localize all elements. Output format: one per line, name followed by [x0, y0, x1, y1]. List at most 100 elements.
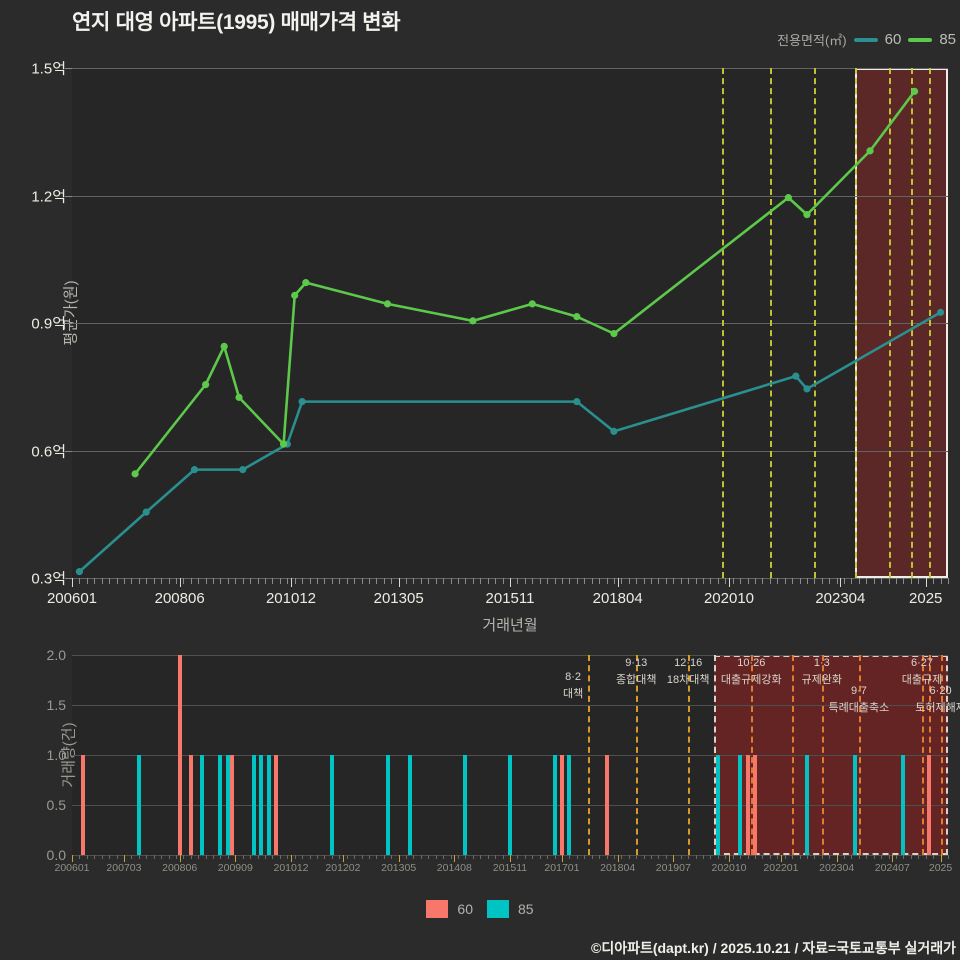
- volume-x-minortick: [331, 855, 333, 859]
- volume-x-tick-label: 202201: [763, 862, 799, 874]
- volume-event-vline: [821, 655, 824, 855]
- price-x-minortick: [903, 578, 905, 584]
- price-y-tick-label: 0.6억: [31, 443, 66, 460]
- price-x-minortick: [413, 578, 415, 584]
- volume-bar: [385, 755, 390, 855]
- price-x-minortick: [784, 578, 786, 584]
- volume-x-minortick: [190, 855, 192, 859]
- volume-x-minortick: [94, 855, 96, 859]
- volume-x-majortick: [454, 855, 456, 862]
- price-point-85: [383, 300, 392, 308]
- price-x-majortick: [925, 578, 927, 587]
- volume-x-minortick: [814, 855, 816, 859]
- volume-bar: [559, 755, 564, 855]
- volume-event-date: 6·20: [929, 685, 952, 697]
- volume-bar: [901, 755, 906, 855]
- price-x-minortick: [948, 578, 949, 584]
- volume-x-minortick: [806, 855, 808, 859]
- price-x-minortick: [383, 578, 385, 584]
- volume-legend-label-85: 85: [518, 901, 534, 917]
- price-x-minortick: [161, 578, 163, 584]
- volume-event-name: 대책: [562, 688, 584, 700]
- price-x-majortick: [179, 578, 181, 587]
- volume-bar: [274, 755, 279, 855]
- volume-x-tick-label: 200703: [106, 862, 142, 874]
- volume-x-minortick: [747, 855, 749, 859]
- volume-event-vline: [636, 655, 639, 855]
- price-x-minortick: [123, 578, 125, 584]
- price-x-minortick: [918, 578, 920, 584]
- volume-x-minortick: [873, 855, 875, 859]
- price-legend-caption: 전용면적(㎡): [777, 33, 847, 48]
- page-title: 연지 대영 아파트(1995) 매매가격 변화: [72, 11, 401, 34]
- price-chart: 평균가(원) 거래년월 0.3억 0.6억 0.9억 1.2억 1.5억 200601 20…: [31, 61, 949, 634]
- volume-x-minortick: [287, 855, 289, 859]
- volume-x-minortick: [502, 855, 504, 859]
- price-x-minortick: [294, 578, 296, 584]
- volume-x-minortick: [628, 855, 630, 859]
- price-x-minortick: [420, 578, 422, 584]
- price-x-minortick: [443, 578, 445, 584]
- price-y-tick-label: 1.5억: [31, 60, 66, 78]
- price-x-minortick: [324, 578, 326, 584]
- volume-x-minortick: [606, 855, 608, 859]
- price-x-minortick: [435, 578, 437, 584]
- price-x-minortick: [79, 578, 81, 584]
- volume-x-minortick: [539, 855, 541, 859]
- price-x-minortick: [302, 578, 304, 584]
- price-x-minortick: [472, 578, 474, 584]
- volume-bar: [738, 755, 743, 855]
- volume-x-minortick: [554, 855, 556, 859]
- volume-x-minortick: [591, 855, 593, 859]
- price-x-minortick: [769, 578, 771, 584]
- price-line-85: [133, 90, 916, 476]
- volume-x-minortick: [569, 855, 571, 859]
- volume-event-date: 10·26: [737, 657, 766, 669]
- price-point-60: [936, 308, 945, 316]
- price-x-minortick: [747, 578, 749, 584]
- volume-x-minortick: [740, 855, 742, 859]
- volume-x-minortick: [420, 855, 422, 859]
- price-x-minortick: [829, 578, 831, 584]
- volume-x-minortick: [777, 855, 779, 859]
- price-x-minortick: [806, 578, 808, 584]
- price-x-tick-label: 202010: [703, 590, 755, 607]
- volume-event-name: 대출규제: [901, 674, 943, 686]
- price-x-minortick: [368, 578, 370, 584]
- volume-bar: [136, 755, 141, 855]
- price-x-minortick: [250, 578, 252, 584]
- price-x-minortick: [643, 578, 645, 584]
- volume-x-minortick: [680, 855, 682, 859]
- price-x-minortick: [940, 578, 942, 584]
- price-y-tickmark: [65, 323, 72, 324]
- volume-x-minortick: [368, 855, 370, 859]
- volume-x-minortick: [732, 855, 734, 859]
- volume-x-minortick: [621, 855, 623, 859]
- volume-x-minortick: [458, 855, 460, 859]
- price-x-minortick: [814, 578, 816, 584]
- volume-x-minortick: [265, 855, 267, 859]
- volume-x-tick-label: 202304: [819, 862, 855, 874]
- volume-x-majortick: [398, 855, 400, 862]
- volume-x-minortick: [888, 855, 890, 859]
- price-y-tick-label: 1.2억: [31, 188, 66, 205]
- price-x-minortick: [361, 578, 363, 584]
- volume-x-tick-label: 201804: [600, 862, 636, 874]
- price-x-tick-label: 201511: [485, 590, 535, 607]
- volume-x-minortick: [116, 855, 118, 859]
- price-point-85: [866, 147, 874, 155]
- price-x-minortick: [836, 578, 838, 584]
- price-x-majortick: [510, 578, 511, 587]
- volume-x-minortick: [762, 855, 764, 859]
- price-event-vline: [769, 68, 772, 578]
- volume-bar: [567, 755, 572, 855]
- volume-bar: [508, 755, 512, 855]
- price-x-minortick: [190, 578, 192, 584]
- volume-x-minortick: [925, 855, 927, 859]
- volume-event-name: 규제완화: [801, 674, 843, 686]
- price-point-85: [302, 279, 310, 287]
- volume-legend-swatch-85: [487, 900, 509, 918]
- price-x-tick-label: 201012: [265, 590, 317, 607]
- price-point-60: [142, 508, 150, 516]
- volume-x-minortick: [242, 855, 244, 859]
